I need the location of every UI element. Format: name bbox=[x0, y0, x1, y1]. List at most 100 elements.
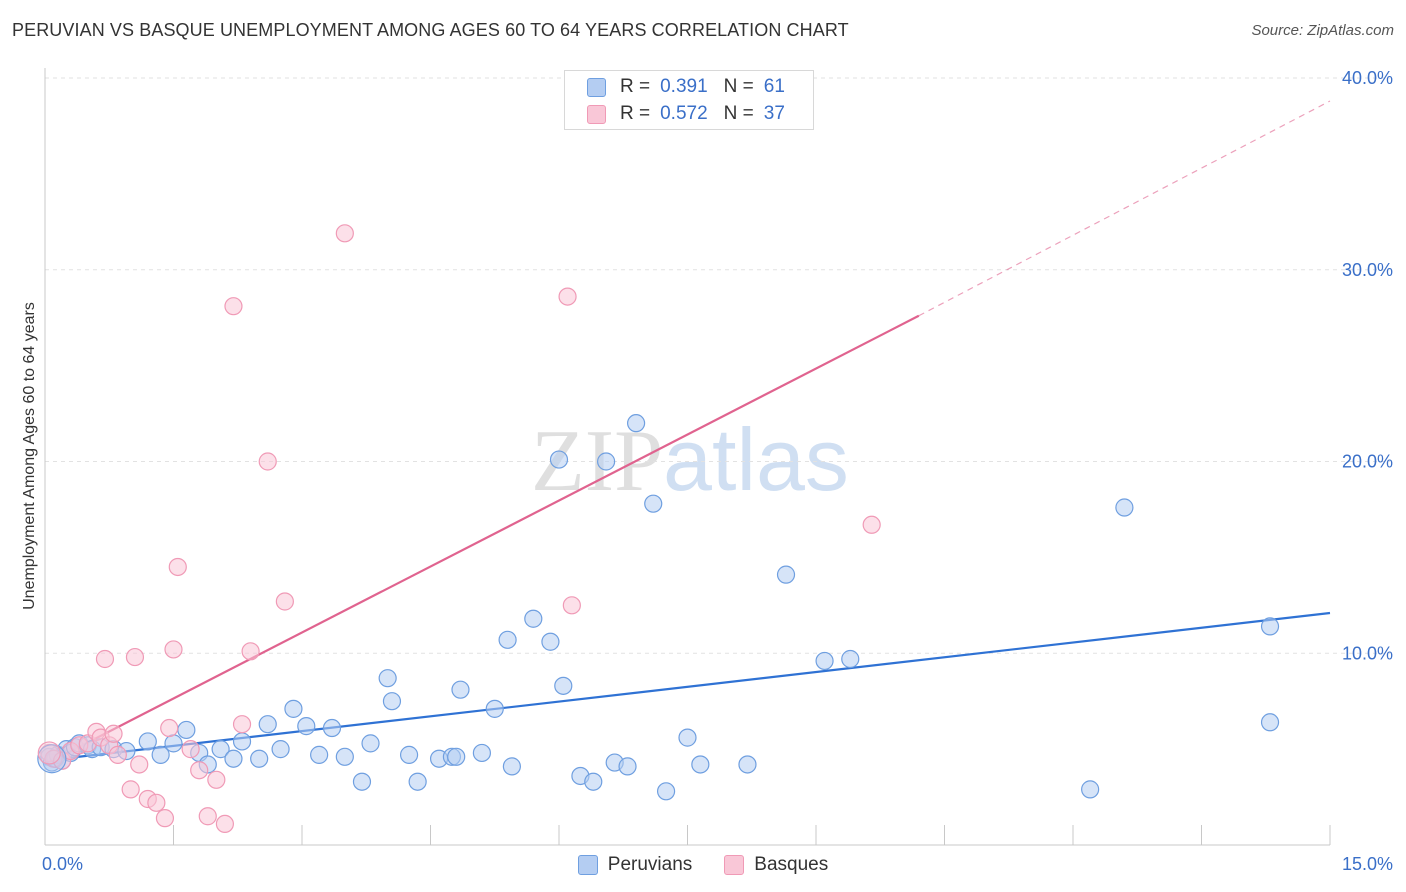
point-peruvians bbox=[541, 632, 560, 651]
point-peruvians bbox=[399, 745, 419, 764]
x-tick-label-min: 0.0% bbox=[42, 854, 83, 874]
r-label: R = bbox=[620, 103, 651, 124]
point-basques bbox=[121, 780, 140, 799]
stats-legend-box: R = 0.391 N = 61 R = 0.572 N = 37 bbox=[564, 70, 814, 130]
point-peruvians bbox=[322, 718, 342, 738]
n-value-basques: 37 bbox=[763, 103, 785, 124]
point-basques bbox=[258, 452, 277, 471]
r-label: R = bbox=[620, 76, 651, 97]
point-peruvians bbox=[841, 649, 860, 669]
point-basques bbox=[558, 287, 577, 306]
point-peruvians bbox=[618, 757, 637, 776]
trend-lines bbox=[44, 100, 1331, 766]
point-basques bbox=[95, 649, 115, 669]
peruvians-swatch bbox=[587, 77, 606, 97]
n-label: N = bbox=[723, 76, 754, 97]
point-peruvians bbox=[138, 732, 157, 751]
trend-extension-basques bbox=[918, 100, 1331, 317]
point-peruvians bbox=[250, 749, 269, 768]
point-cluster-basques bbox=[37, 741, 61, 765]
point-peruvians bbox=[151, 745, 170, 764]
point-basques bbox=[160, 718, 179, 738]
r-value-peruvians: 0.391 bbox=[660, 76, 708, 97]
point-peruvians bbox=[1115, 498, 1134, 517]
point-basques bbox=[164, 640, 183, 659]
point-basques bbox=[862, 515, 881, 534]
point-peruvians bbox=[232, 732, 252, 751]
point-peruvians bbox=[447, 747, 466, 766]
point-peruvians bbox=[502, 757, 521, 776]
legend-label-peruvians: Peruvians bbox=[607, 854, 693, 875]
point-basques bbox=[198, 807, 217, 826]
n-value-peruvians: 61 bbox=[763, 76, 785, 97]
y-tick-label: 10.0% bbox=[1342, 643, 1393, 663]
point-peruvians bbox=[815, 651, 834, 671]
point-peruvians bbox=[361, 734, 380, 753]
tick-labels: 10.0% 20.0% 30.0% 40.0% 0.0% 15.0% bbox=[42, 68, 1393, 874]
point-peruvians bbox=[549, 450, 569, 469]
y-tick-label: 30.0% bbox=[1342, 260, 1393, 280]
point-peruvians bbox=[554, 676, 573, 695]
legend-label-basques: Basques bbox=[754, 854, 829, 875]
point-peruvians bbox=[271, 740, 290, 759]
stats-row-basques: R = 0.572 N = 37 bbox=[587, 102, 785, 126]
n-label: N = bbox=[723, 103, 754, 124]
y-tick-label: 40.0% bbox=[1342, 68, 1393, 88]
point-basques bbox=[215, 814, 234, 834]
point-peruvians bbox=[408, 772, 427, 791]
point-basques bbox=[130, 755, 149, 774]
point-basques bbox=[155, 809, 175, 828]
point-basques bbox=[241, 642, 260, 661]
point-peruvians bbox=[284, 699, 303, 718]
point-peruvians bbox=[1260, 617, 1280, 636]
point-peruvians bbox=[1081, 780, 1100, 799]
point-basques bbox=[335, 224, 354, 243]
point-peruvians bbox=[382, 692, 402, 711]
trend-line-peruvians bbox=[44, 611, 1331, 762]
point-basques bbox=[224, 297, 243, 316]
point-peruvians bbox=[656, 782, 676, 801]
point-peruvians bbox=[310, 745, 329, 764]
point-peruvians bbox=[738, 755, 757, 774]
point-peruvians bbox=[224, 749, 243, 768]
point-peruvians bbox=[584, 772, 603, 791]
point-cluster-peruvians bbox=[37, 744, 67, 774]
point-peruvians bbox=[498, 630, 517, 649]
point-peruvians bbox=[297, 717, 316, 736]
point-peruvians bbox=[472, 743, 491, 763]
point-peruvians bbox=[644, 494, 663, 513]
legend-item-peruvians[interactable]: Peruvians bbox=[577, 854, 693, 876]
data-points bbox=[37, 224, 1280, 834]
point-basques bbox=[181, 740, 200, 759]
watermark: ZIPatlas bbox=[531, 410, 849, 510]
x-tick-label-max: 15.0% bbox=[1342, 854, 1393, 874]
point-basques bbox=[147, 793, 166, 812]
y-tick-label: 20.0% bbox=[1342, 452, 1393, 472]
point-basques bbox=[104, 724, 123, 743]
point-peruvians bbox=[352, 772, 372, 791]
point-peruvians bbox=[258, 715, 277, 734]
point-peruvians bbox=[678, 728, 697, 747]
point-peruvians bbox=[524, 609, 543, 628]
legend-item-basques[interactable]: Basques bbox=[724, 854, 828, 876]
point-peruvians bbox=[1260, 713, 1280, 732]
basques-swatch bbox=[587, 104, 606, 124]
point-basques bbox=[190, 761, 209, 780]
trend-line-basques bbox=[44, 314, 920, 766]
chart-source: Source: ZipAtlas.com bbox=[1251, 22, 1394, 39]
point-basques bbox=[207, 770, 226, 789]
point-peruvians bbox=[335, 747, 354, 766]
chart-title: PERUVIAN VS BASQUE UNEMPLOYMENT AMONG AG… bbox=[12, 20, 849, 40]
point-peruvians bbox=[451, 680, 470, 699]
point-peruvians bbox=[485, 699, 504, 718]
point-peruvians bbox=[776, 565, 796, 584]
grid-lines bbox=[45, 77, 1390, 654]
point-peruvians bbox=[164, 734, 183, 753]
point-basques bbox=[168, 557, 187, 577]
point-peruvians bbox=[626, 414, 646, 433]
point-peruvians bbox=[691, 755, 710, 774]
point-basques bbox=[125, 647, 145, 667]
point-peruvians bbox=[177, 720, 196, 740]
legend-swatch-basques bbox=[724, 855, 745, 875]
